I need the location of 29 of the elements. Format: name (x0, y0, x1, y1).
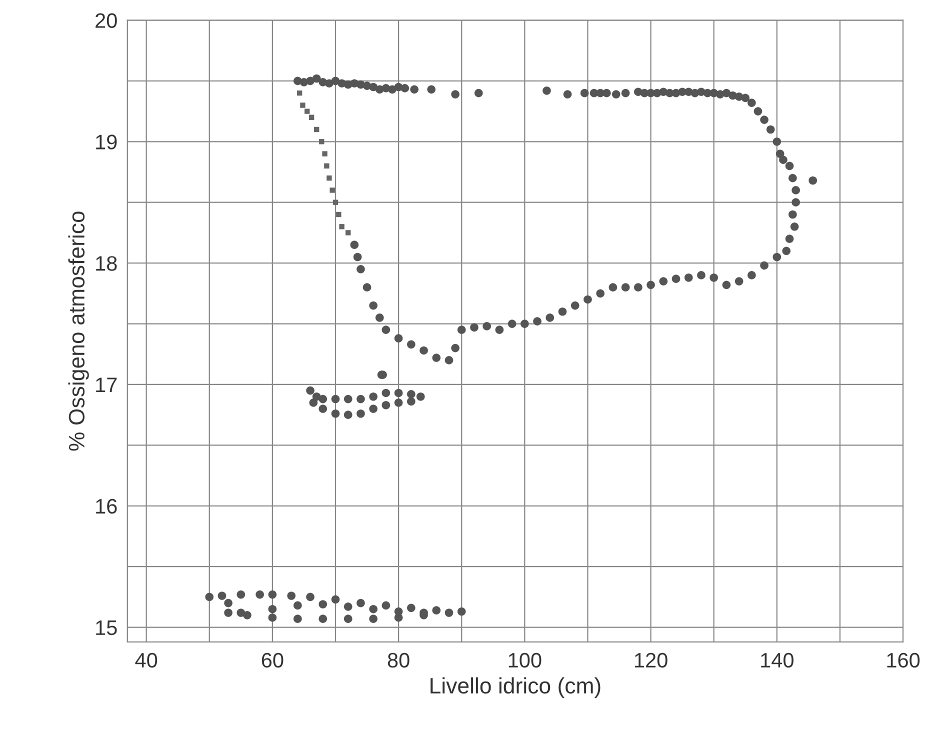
point (330, 188, 335, 193)
point (324, 163, 330, 169)
x-axis-title: Livello idrico (cm) (430, 677, 600, 698)
point (339, 224, 344, 230)
point (296, 90, 302, 96)
point (346, 230, 351, 236)
x-tick-label: 60 (262, 652, 284, 668)
point (304, 108, 310, 114)
x-tick-label: 160 (887, 652, 920, 668)
point (308, 114, 314, 120)
point (319, 139, 324, 144)
point (336, 212, 342, 218)
x-tick-label: 100 (508, 652, 542, 668)
y-tick-label: 15 (96, 620, 117, 636)
point (300, 102, 306, 108)
y-tick-label: 16 (96, 498, 117, 514)
y-tick-label: 18 (96, 256, 117, 271)
y-tick-label: 19 (96, 134, 117, 150)
x-tick-label: 140 (761, 652, 794, 668)
y-tick-label: 17 (96, 378, 117, 392)
point (332, 200, 338, 205)
y-tick-label: 20 (96, 13, 117, 28)
point (326, 175, 332, 181)
x-tick-label: 120 (635, 652, 668, 668)
x-tick-label: 80 (388, 652, 410, 668)
x-tick-label: 40 (135, 652, 158, 668)
y-axis-title: % Ossigeno atmosferico (68, 212, 89, 451)
point (314, 126, 320, 132)
point (322, 151, 328, 156)
